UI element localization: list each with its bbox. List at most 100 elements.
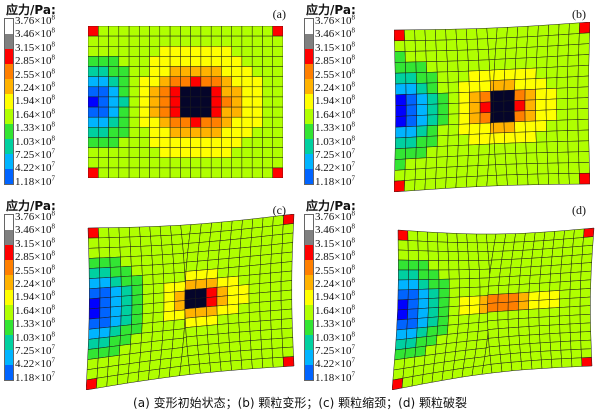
mesh-element [200, 127, 212, 138]
mesh-element [108, 127, 120, 138]
stress-mesh-plot [392, 227, 595, 390]
mesh-element [397, 229, 409, 241]
mesh-element [571, 357, 583, 368]
mesh-element [487, 285, 500, 296]
mesh-element [108, 35, 120, 47]
mesh-element [98, 86, 109, 98]
mesh-element [210, 96, 222, 108]
colorbar [304, 18, 314, 185]
mesh-element [200, 76, 212, 88]
mesh-element [394, 169, 406, 182]
mesh-element [539, 333, 551, 344]
mesh-element [497, 284, 510, 295]
mesh-element [552, 238, 564, 249]
mesh-element [404, 168, 416, 181]
mesh-element [579, 322, 591, 333]
mesh-element [261, 225, 274, 237]
mesh-element [241, 106, 253, 118]
mesh-element [478, 143, 490, 156]
mesh-element [398, 259, 409, 271]
mesh-element [510, 258, 523, 269]
mesh-element [238, 284, 250, 296]
mesh-element [88, 46, 99, 57]
mesh-element [86, 377, 98, 390]
mesh-element [497, 301, 509, 312]
mesh-element [525, 141, 537, 154]
mesh-element [477, 164, 489, 177]
mesh-element [241, 359, 253, 370]
mesh-element [473, 356, 486, 368]
mesh-element [99, 257, 111, 269]
mesh-element [260, 253, 272, 265]
mesh-element [159, 137, 171, 148]
mesh-element [404, 50, 417, 63]
colorbar-swatch [5, 109, 13, 124]
mesh-element [239, 237, 252, 249]
mesh-element [546, 66, 558, 79]
mesh-element [405, 93, 417, 106]
mesh-element [535, 131, 548, 143]
mesh-element [118, 96, 130, 108]
mesh-element [169, 26, 181, 37]
mesh-element [538, 290, 550, 301]
mesh-element [128, 46, 140, 57]
mesh-element [173, 309, 186, 321]
mesh-element [98, 116, 109, 128]
mesh-element [447, 81, 460, 94]
mesh-element [180, 116, 191, 128]
mesh-element [438, 288, 450, 299]
mesh-element [518, 317, 530, 328]
mesh-element [491, 250, 504, 261]
mesh-element [497, 327, 510, 338]
colorbar-swatch [5, 245, 13, 260]
mesh-element [99, 306, 111, 319]
mesh-element [401, 376, 414, 389]
mesh-element [259, 282, 271, 294]
mesh-element [567, 76, 579, 89]
mesh-element [416, 317, 429, 329]
mesh-element [425, 50, 438, 62]
mesh-element [152, 273, 165, 285]
mesh-element [538, 316, 550, 327]
mesh-element [486, 175, 498, 187]
mesh-element [184, 316, 197, 328]
mesh-element [241, 127, 253, 138]
mesh-element [487, 293, 499, 304]
void-element [200, 86, 212, 98]
mesh-element [228, 331, 241, 343]
mesh-element [428, 288, 440, 299]
mesh-element [483, 355, 492, 366]
mesh-element [436, 71, 449, 83]
mesh-element [404, 40, 416, 52]
mesh-element [477, 49, 490, 61]
mesh-element [141, 255, 153, 266]
mesh-element [469, 295, 481, 306]
colorbar-swatch [5, 335, 13, 350]
mesh-element [209, 361, 222, 373]
mesh-element [248, 311, 261, 323]
mesh-element [546, 152, 559, 164]
mesh-element [553, 230, 565, 241]
mesh-element [159, 56, 171, 67]
mesh-element [118, 227, 131, 238]
mesh-element [448, 278, 460, 289]
mesh-element [546, 141, 558, 153]
colorbar-tick-label: 2.55×108 [315, 262, 355, 277]
mesh-element [411, 374, 424, 387]
mesh-element [88, 237, 100, 249]
mesh-element [221, 35, 232, 47]
mesh-element [465, 28, 478, 40]
mesh-element [99, 277, 111, 289]
mesh-element [545, 98, 557, 111]
mesh-element [441, 369, 454, 381]
mesh-element [448, 296, 460, 308]
mesh-element [221, 76, 232, 88]
mesh-element [200, 66, 212, 77]
mesh-element [118, 167, 130, 178]
mesh-element [488, 276, 500, 287]
mesh-element [231, 26, 243, 37]
mesh-element [150, 235, 162, 247]
mesh-element [207, 249, 220, 261]
mesh-element [159, 357, 172, 370]
mesh-element [98, 157, 109, 169]
